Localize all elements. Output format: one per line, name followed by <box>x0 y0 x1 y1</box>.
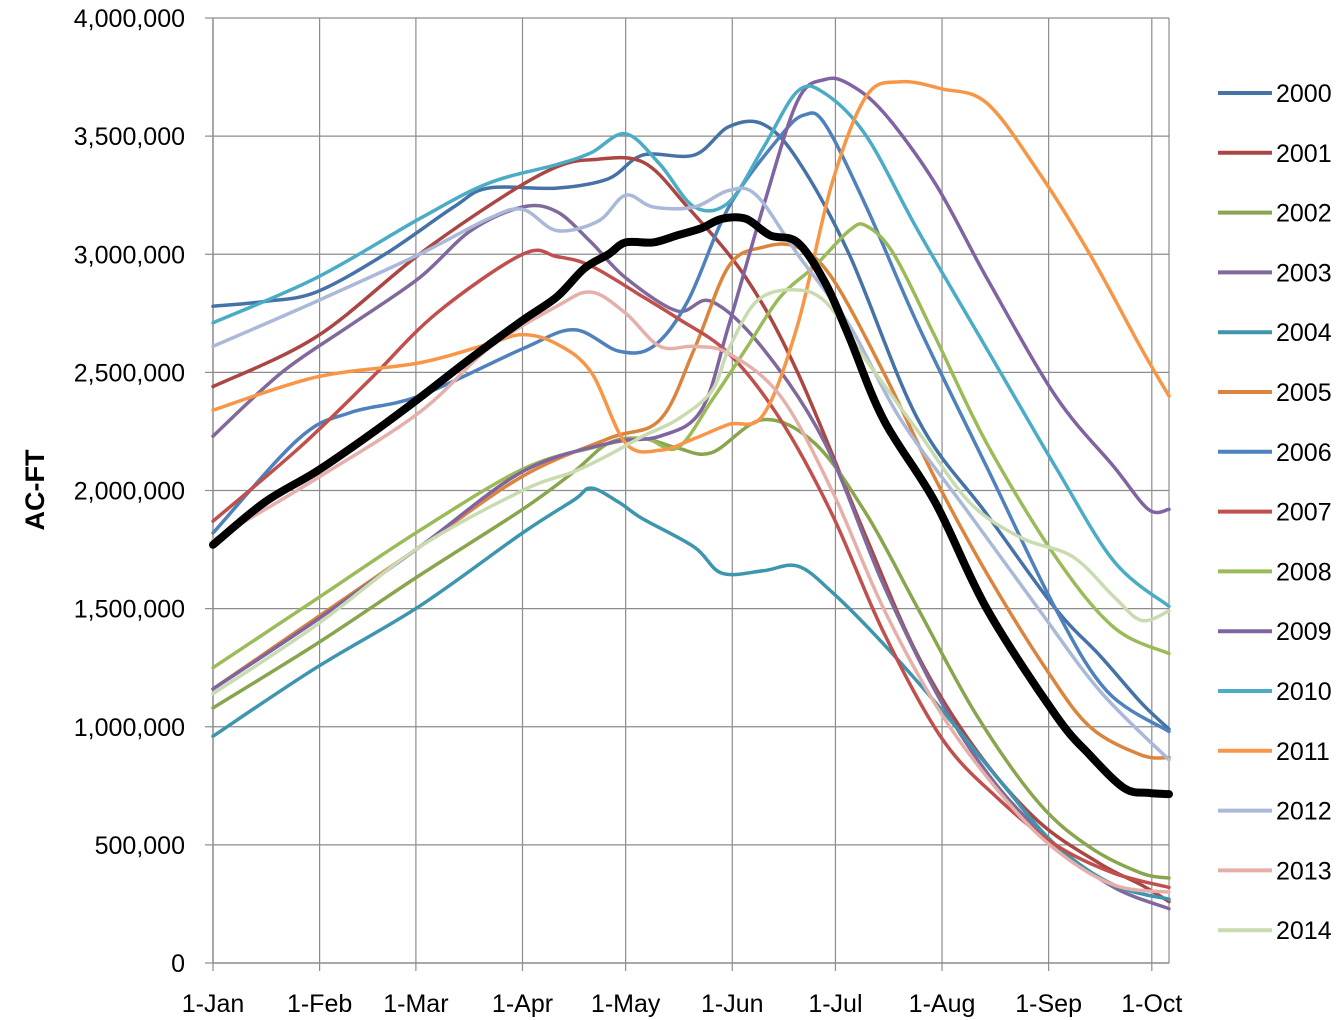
series-line-2012 <box>211 186 1171 762</box>
series-line-2011 <box>211 79 1171 454</box>
legend-label-2012: 2012 <box>1276 798 1332 826</box>
x-tick-label: 1-Jan <box>182 990 245 1018</box>
x-tick-label: 1-Sep <box>1015 990 1082 1018</box>
y-tick-label: 1,500,000 <box>74 596 185 624</box>
series-line-2014 <box>211 287 1171 696</box>
legend-label-2009: 2009 <box>1276 618 1332 646</box>
y-tick-label: 2,500,000 <box>74 359 185 387</box>
legend-label-2002: 2002 <box>1276 200 1332 228</box>
legend-label-2003: 2003 <box>1276 259 1332 287</box>
y-tick-label: 2,000,000 <box>74 478 185 506</box>
x-tick-label: 1-May <box>591 990 661 1018</box>
legend-label-2004: 2004 <box>1276 319 1332 347</box>
legend-label-2006: 2006 <box>1276 439 1332 467</box>
x-tick-label: 1-Oct <box>1121 990 1182 1018</box>
legend-label-2011: 2011 <box>1276 738 1330 766</box>
series-line-2004 <box>211 486 1171 901</box>
x-tick-label: 1-Jul <box>808 990 862 1018</box>
y-tick-label: 3,500,000 <box>74 123 185 151</box>
legend-label-2000: 2000 <box>1276 80 1332 108</box>
legend-label-2014: 2014 <box>1276 917 1332 945</box>
y-axis-label: AC-FT <box>20 449 50 530</box>
series-line-highlight <box>209 213 1173 799</box>
series-line-2009 <box>211 76 1171 691</box>
legend-label-2013: 2013 <box>1276 857 1332 885</box>
gridlines <box>213 17 1170 963</box>
y-tick-label: 3,000,000 <box>74 241 185 269</box>
y-tick-label: 500,000 <box>95 832 185 860</box>
x-tick-label: 1-Mar <box>383 990 448 1018</box>
y-tick-label: 1,000,000 <box>74 714 185 742</box>
series-line-2002 <box>211 417 1171 880</box>
legend: 2000 2001 2002 2003 2004 2005 2006 2007 2008 2009… <box>1218 80 1332 945</box>
legend-label-2010: 2010 <box>1276 678 1332 706</box>
legend-label-2007: 2007 <box>1276 499 1332 527</box>
y-tick-label: 4,000,000 <box>74 5 185 33</box>
series-line-2008 <box>211 222 1171 670</box>
axes <box>205 17 1169 971</box>
series-line-2013 <box>211 290 1171 894</box>
legend-label-2001: 2001 <box>1276 140 1332 168</box>
x-tick-labels: 1-Jan 1-Feb 1-Mar 1-Apr 1-May 1-Jun 1-Jul 1-Aug… <box>182 990 1183 1018</box>
x-tick-label: 1-Jun <box>701 990 764 1018</box>
x-tick-label: 1-Apr <box>492 990 553 1018</box>
legend-label-2008: 2008 <box>1276 558 1332 586</box>
series-lines <box>209 76 1173 911</box>
x-tick-label: 1-Aug <box>909 990 976 1018</box>
series-line-2010 <box>211 84 1171 609</box>
series-line-2001 <box>211 155 1171 904</box>
series-line-2000 <box>211 119 1171 731</box>
legend-label-2005: 2005 <box>1276 379 1332 407</box>
series-line-2003 <box>211 203 1171 911</box>
x-tick-label: 1-Feb <box>287 990 352 1018</box>
y-tick-label: 0 <box>171 950 185 978</box>
y-tick-labels: 0 500,000 1,000,000 1,500,000 2,000,000 2,500… <box>74 5 185 978</box>
